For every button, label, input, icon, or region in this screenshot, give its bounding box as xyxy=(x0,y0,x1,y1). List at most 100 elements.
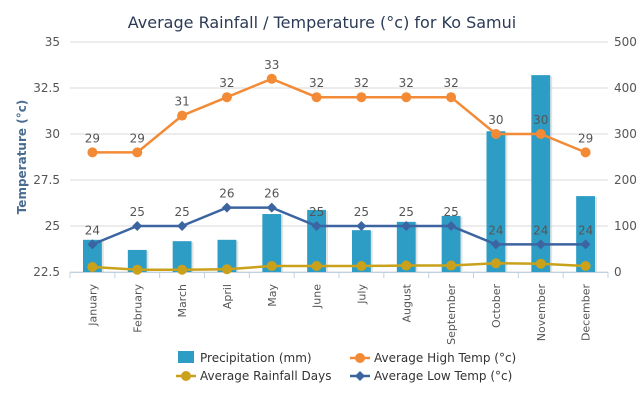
legend-label: Average Low Temp (°c) xyxy=(374,369,512,383)
legend-marker xyxy=(181,371,191,381)
average-rainfall-days-point xyxy=(580,261,591,272)
precipitation-bar xyxy=(531,75,551,273)
average-low-temp-c-point xyxy=(266,202,277,213)
right-axis-ticks: 0 100 200 300 400 500 xyxy=(614,35,637,279)
average-high-temp-c-data-label: 30 xyxy=(533,113,548,127)
average-low-temp-c-point xyxy=(580,239,591,250)
average-rainfall-days-point xyxy=(446,260,457,271)
average-low-temp-c-point xyxy=(446,221,457,231)
average-low-temp-c-data-label: 25 xyxy=(399,205,414,219)
right-tick-label: 0 xyxy=(614,265,622,279)
average-high-temp-c-data-label: 29 xyxy=(85,131,100,145)
average-low-temp-c-point xyxy=(490,239,501,250)
left-tick-label: 22.5 xyxy=(33,265,60,279)
category-label: May xyxy=(266,284,279,307)
category-label: September xyxy=(445,284,458,345)
precipitation-bar xyxy=(262,214,282,272)
average-high-temp-c-point xyxy=(221,92,232,103)
precipitation-bar xyxy=(83,239,102,272)
average-high-temp-c-point xyxy=(356,92,367,103)
category-label: October xyxy=(490,284,503,328)
precipitation-bars xyxy=(83,75,597,273)
category-label: November xyxy=(535,284,548,342)
average-low-temp-c-point xyxy=(356,221,367,231)
average-rainfall-days-point xyxy=(266,261,277,272)
right-tick-label: 300 xyxy=(614,127,637,141)
average-high-temp-c-point xyxy=(580,147,591,158)
average-high-temp-c-point xyxy=(87,147,98,158)
average-low-temp-c-point xyxy=(87,239,98,250)
average-low-temp-c-point xyxy=(221,202,232,213)
average-low-temp-c-point xyxy=(132,221,143,231)
category-label: February xyxy=(131,284,144,333)
right-tick-label: 100 xyxy=(614,219,637,233)
average-low-temp-c-data-label: 25 xyxy=(354,205,369,219)
precipitation-bar xyxy=(217,239,237,272)
average-rainfall-days-line xyxy=(92,262,586,271)
precipitation-bar xyxy=(172,241,192,272)
average-high-temp-c-data-label: 33 xyxy=(264,58,279,72)
left-tick-label: 27.5 xyxy=(33,173,60,187)
average-high-temp-c-point xyxy=(401,92,412,103)
average-high-temp-c-data-label: 32 xyxy=(354,76,369,90)
average-low-temp-c-data-label: 24 xyxy=(85,223,100,237)
average-rainfall-days-point xyxy=(356,261,367,272)
legend[interactable]: Precipitation (mm) Average High Temp (°c)… xyxy=(176,351,516,383)
precipitation-bar xyxy=(576,196,595,272)
average-rainfall-days-point xyxy=(490,258,501,269)
average-high-temp-c-point xyxy=(266,73,277,84)
average-high-temp-c-line xyxy=(92,77,587,154)
average-low-temp-c-data-label: 26 xyxy=(264,187,279,201)
average-high-temp-c-point xyxy=(311,92,322,103)
average-rainfall-days-point xyxy=(401,260,412,271)
average-low-temp-c-point xyxy=(177,221,188,231)
average-low-temp-c-data-label: 26 xyxy=(219,187,234,201)
average-low-temp-c-data-label: 25 xyxy=(443,205,458,219)
average-high-temp-c-data-label: 32 xyxy=(399,76,414,90)
average-high-temp-c-data-label: 30 xyxy=(488,113,503,127)
average-high-temp-c-data-label: 32 xyxy=(219,76,234,90)
category-label: June xyxy=(311,284,324,309)
legend-item[interactable]: Precipitation (mm) xyxy=(178,351,312,365)
average-high-temp-c-point xyxy=(535,129,546,139)
right-tick-label: 500 xyxy=(614,35,637,49)
average-high-temp-c-point xyxy=(446,92,457,103)
precipitation-bar xyxy=(486,131,506,272)
average-rainfall-days-point xyxy=(221,264,232,275)
legend-item[interactable]: Average Low Temp (°c) xyxy=(350,369,512,383)
average-low-temp-c-line xyxy=(91,206,586,246)
precipitation-bar xyxy=(127,249,147,272)
average-high-temp-c-data-label: 32 xyxy=(309,76,324,90)
average-high-temp-c-point xyxy=(132,147,143,158)
average-low-temp-c-point xyxy=(535,239,546,250)
average-high-temp-c-point xyxy=(177,110,188,121)
average-low-temp-c-data-label: 25 xyxy=(130,205,145,219)
precipitation-bar xyxy=(396,221,416,272)
left-tick-label: 35 xyxy=(45,35,60,49)
average-low-temp-c-data-label: 24 xyxy=(578,223,593,237)
category-label: August xyxy=(400,283,413,322)
average-rainfall-days-point xyxy=(87,261,98,272)
category-label: March xyxy=(176,284,189,318)
legend-swatch xyxy=(178,351,194,363)
category-label: December xyxy=(580,284,593,342)
chart-title: Average Rainfall / Temperature (°c) for … xyxy=(128,13,516,32)
average-high-temp-c-data-label: 29 xyxy=(578,131,593,145)
precipitation-bar xyxy=(352,230,371,272)
legend-item[interactable]: Average Rainfall Days xyxy=(176,369,331,383)
average-high-temp-c-data-label: 31 xyxy=(174,95,189,109)
average-low-temp-c-data-label: 24 xyxy=(533,223,548,237)
category-label: January xyxy=(86,284,99,327)
average-low-temp-c-point xyxy=(311,221,322,231)
average-rainfall-days-point xyxy=(177,264,188,275)
left-tick-label: 25 xyxy=(45,219,60,233)
average-high-temp-c-data-label: 32 xyxy=(443,76,458,90)
legend-marker xyxy=(355,353,365,363)
average-rainfall-days-point xyxy=(535,258,546,269)
gridlines xyxy=(69,41,609,278)
average-low-temp-c-data-label: 25 xyxy=(309,205,324,219)
legend-marker xyxy=(355,371,365,381)
right-tick-label: 200 xyxy=(614,173,637,187)
legend-item[interactable]: Average High Temp (°c) xyxy=(350,351,516,365)
